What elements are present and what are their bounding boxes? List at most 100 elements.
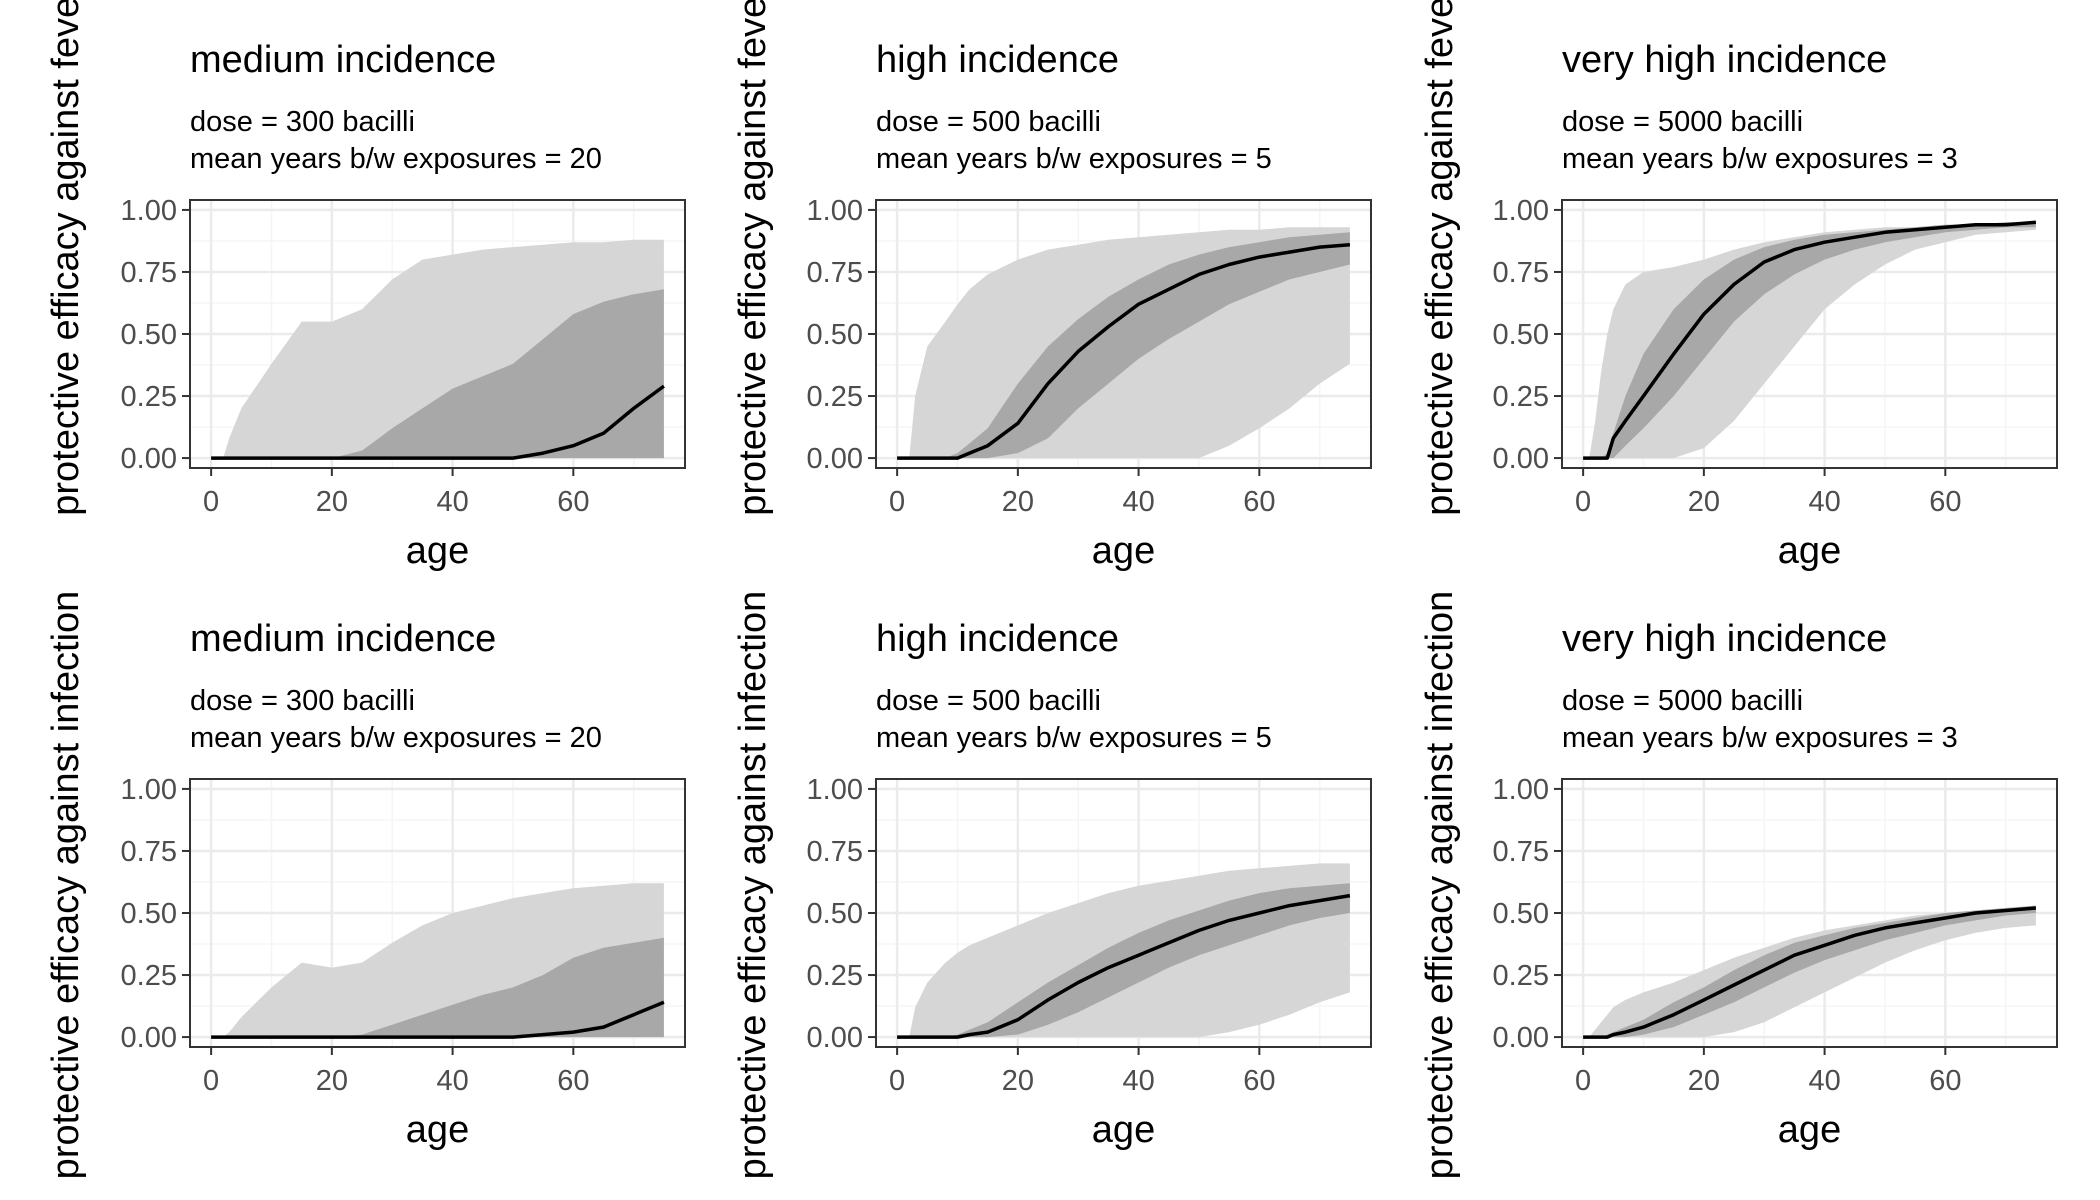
- outer-interval-band: [1583, 222, 2036, 459]
- y-tick-label: 0.75: [121, 836, 177, 868]
- y-tick-label: 0.25: [1493, 960, 1549, 992]
- y-tick-label: 0.00: [121, 1022, 177, 1054]
- panel-subtitle-dose: dose = 300 bacilli: [190, 106, 415, 138]
- panels: medium incidence dose = 300 bacilli mean y…: [121, 39, 2058, 1151]
- y-tick-label: 0.00: [121, 443, 177, 475]
- x-axis-label: age: [1778, 1109, 1841, 1151]
- y-tick-label: 1.00: [121, 774, 177, 806]
- panel-6: very high incidence dose = 5000 bacilli me…: [1493, 618, 2058, 1151]
- panel-subtitle-exposures: mean years b/w exposures = 20: [190, 722, 602, 754]
- panel-1: medium incidence dose = 300 bacilli mean y…: [121, 39, 686, 572]
- x-tick-label: 60: [1243, 1065, 1275, 1097]
- panel-subtitle-dose: dose = 5000 bacilli: [1562, 685, 1803, 717]
- x-tick-label: 0: [889, 1065, 905, 1097]
- x-tick-label: 40: [1808, 1065, 1840, 1097]
- panel-subtitle-exposures: mean years b/w exposures = 3: [1562, 722, 1958, 754]
- median-line: [897, 893, 1351, 1039]
- y-tick-label: 0.25: [807, 381, 863, 413]
- panel-subtitle-exposures: mean years b/w exposures = 3: [1562, 143, 1958, 175]
- x-tick-label: 40: [1808, 486, 1840, 518]
- panel-title: high incidence: [876, 618, 1119, 660]
- y-tick-label: 0.00: [807, 1022, 863, 1054]
- panel-subtitle-exposures: mean years b/w exposures = 5: [876, 143, 1272, 175]
- panel-subtitle-dose: dose = 500 bacilli: [876, 685, 1101, 717]
- panel-5: high incidence dose = 500 bacilli mean yea…: [807, 618, 1372, 1151]
- y-tick-label: 0.75: [807, 257, 863, 289]
- y-tick-label: 0.50: [1493, 898, 1549, 930]
- x-tick-label: 0: [203, 486, 219, 518]
- x-tick-label: 20: [316, 486, 348, 518]
- y-tick-label: 1.00: [1493, 195, 1549, 227]
- median-line: [211, 384, 665, 460]
- panel-4: medium incidence dose = 300 bacilli mean y…: [121, 618, 686, 1151]
- x-tick-label: 20: [1688, 1065, 1720, 1097]
- shared-ylabel-bottom: protective efficacy against infection: [1419, 591, 1461, 1180]
- x-axis-label: age: [1092, 530, 1155, 572]
- x-tick-label: 0: [1575, 486, 1591, 518]
- panel-title: medium incidence: [190, 618, 496, 660]
- y-tick-label: 0.50: [121, 898, 177, 930]
- x-tick-label: 20: [316, 1065, 348, 1097]
- shared-ylabel-bottom: protective efficacy against infection: [45, 591, 87, 1180]
- panel-2: high incidence dose = 500 bacilli mean yea…: [807, 39, 1372, 572]
- x-tick-label: 60: [1243, 486, 1275, 518]
- x-tick-label: 60: [1929, 486, 1961, 518]
- shared-ylabel-top: protective efficacy against fever: [45, 0, 87, 516]
- column-2-ylabels: protective efficacy against fever protec…: [732, 0, 774, 1179]
- x-tick-label: 60: [557, 1065, 589, 1097]
- x-tick-label: 0: [203, 1065, 219, 1097]
- y-tick-label: 1.00: [121, 195, 177, 227]
- panel-subtitle-exposures: mean years b/w exposures = 5: [876, 722, 1272, 754]
- x-tick-label: 40: [1122, 1065, 1154, 1097]
- panel-subtitle-exposures: mean years b/w exposures = 20: [190, 143, 602, 175]
- x-axis-label: age: [1092, 1109, 1155, 1151]
- panel-subtitle-dose: dose = 5000 bacilli: [1562, 106, 1803, 138]
- x-tick-label: 60: [1929, 1065, 1961, 1097]
- inner-interval-band: [897, 232, 1350, 459]
- y-tick-label: 0.50: [1493, 319, 1549, 351]
- median-line: [211, 1000, 665, 1039]
- shared-ylabel-bottom: protective efficacy against infection: [732, 591, 774, 1180]
- x-tick-label: 40: [436, 1065, 468, 1097]
- panel-title: very high incidence: [1562, 618, 1887, 660]
- x-tick-label: 20: [1688, 486, 1720, 518]
- y-tick-label: 0.25: [807, 960, 863, 992]
- y-tick-label: 1.00: [807, 774, 863, 806]
- x-tick-label: 20: [1002, 486, 1034, 518]
- y-tick-label: 0.50: [121, 319, 177, 351]
- panel-subtitle-dose: dose = 500 bacilli: [876, 106, 1101, 138]
- y-tick-label: 1.00: [807, 195, 863, 227]
- inner-interval-band: [1583, 222, 2036, 459]
- y-tick-label: 0.75: [1493, 836, 1549, 868]
- y-tick-label: 0.75: [807, 836, 863, 868]
- x-axis-label: age: [406, 1109, 469, 1151]
- column-1-ylabels: protective efficacy against fever protec…: [45, 0, 87, 1179]
- y-tick-label: 0.25: [121, 381, 177, 413]
- x-tick-label: 60: [557, 486, 589, 518]
- y-tick-label: 1.00: [1493, 774, 1549, 806]
- y-tick-label: 0.50: [807, 898, 863, 930]
- y-tick-label: 0.25: [121, 960, 177, 992]
- y-tick-label: 0.00: [807, 443, 863, 475]
- shared-ylabel-top: protective efficacy against fever: [1419, 0, 1461, 516]
- column-3-ylabels: protective efficacy against fever protec…: [1419, 0, 1461, 1179]
- inner-interval-band: [211, 937, 664, 1038]
- y-tick-label: 0.25: [1493, 381, 1549, 413]
- median-line: [1583, 220, 2037, 460]
- x-tick-label: 0: [1575, 1065, 1591, 1097]
- y-tick-label: 0.50: [807, 319, 863, 351]
- panel-title: very high incidence: [1562, 39, 1887, 81]
- panel-3: very high incidence dose = 5000 bacilli me…: [1493, 39, 2058, 572]
- x-axis-label: age: [406, 530, 469, 572]
- panel-subtitle-dose: dose = 300 bacilli: [190, 685, 415, 717]
- x-tick-label: 20: [1002, 1065, 1034, 1097]
- median-line: [897, 242, 1351, 460]
- y-tick-label: 0.75: [121, 257, 177, 289]
- y-tick-label: 0.00: [1493, 1022, 1549, 1054]
- panel-title: high incidence: [876, 39, 1119, 81]
- median-line: [1583, 906, 2037, 1039]
- x-axis-label: age: [1778, 530, 1841, 572]
- y-tick-label: 0.00: [1493, 443, 1549, 475]
- inner-interval-band: [211, 289, 664, 459]
- panel-title: medium incidence: [190, 39, 496, 81]
